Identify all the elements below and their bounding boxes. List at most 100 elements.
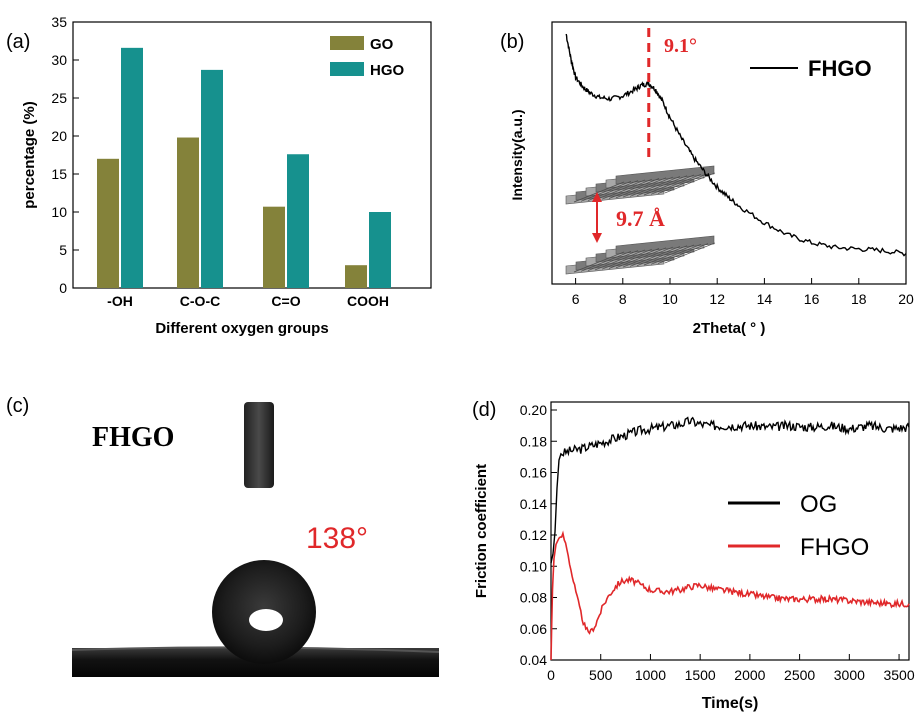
- sheet-rib: [615, 247, 667, 269]
- bar-hgo-3: [369, 212, 391, 288]
- contact-angle-label: 138°: [306, 522, 368, 555]
- x-tick-label: C=O: [271, 293, 300, 309]
- x-tick-label: 2500: [784, 667, 815, 683]
- x-tick-label: 3000: [834, 667, 865, 683]
- legend-label-og: OG: [800, 491, 837, 518]
- y-tick-label: 0.10: [520, 558, 547, 574]
- panel-b-xlabel: 2Theta( ° ): [693, 320, 766, 337]
- sheet-row: [615, 235, 715, 255]
- panel-a-xlabel: Different oxygen groups: [155, 320, 328, 337]
- sheet-rib: [636, 175, 688, 197]
- bar-go-2: [263, 206, 285, 288]
- x-tick-label: COOH: [347, 293, 389, 309]
- sheet-rib: [657, 173, 709, 194]
- x-tick-label: 18: [851, 291, 867, 307]
- sheet-rib: [601, 178, 653, 200]
- x-tick-label: 1500: [685, 667, 716, 683]
- legend-label-hgo: HGO: [370, 62, 405, 79]
- y-tick-label: 25: [51, 90, 67, 106]
- x-tick-label: -OH: [107, 293, 133, 309]
- x-tick-label: 2000: [734, 667, 765, 683]
- bar-go-1: [177, 137, 199, 288]
- sheet-rib: [608, 178, 660, 199]
- sheet-rib: [580, 250, 632, 272]
- legend-swatch-hgo: [330, 62, 364, 76]
- sheet-rib: [650, 173, 702, 195]
- series-line-fhgo-xrd: [565, 33, 907, 257]
- y-tick-label: 0.14: [520, 496, 547, 512]
- panel-a: (a) -OH C-O-C C=O COOH 0 5 10 15 20 25 30 35 percen…: [6, 14, 432, 337]
- x-tick-label: 3500: [883, 667, 914, 683]
- sheet-rib: [587, 250, 639, 271]
- legend-label-go: GO: [370, 36, 394, 53]
- y-tick-label: 0: [59, 280, 67, 296]
- syringe-needle: [244, 402, 274, 488]
- bar-go-0: [97, 158, 119, 288]
- y-tick-label: 35: [51, 14, 67, 30]
- sheet-rib: [594, 249, 646, 271]
- y-tick-label: 0.18: [520, 433, 547, 449]
- sheet-row: [615, 165, 715, 185]
- y-tick-label: 0.12: [520, 527, 547, 543]
- sheet-rib: [636, 245, 688, 267]
- panel-c: (c) FHGO 138°: [6, 395, 440, 677]
- droplet-highlight: [249, 609, 283, 631]
- x-tick-label: 8: [619, 291, 627, 307]
- panel-a-frame: [72, 21, 432, 289]
- y-tick-label: 0.16: [520, 465, 547, 481]
- y-tick-label: 20: [51, 128, 67, 144]
- panel-d-xlabel: Time(s): [702, 695, 759, 712]
- panel-d-ylabel: Friction coefficient: [473, 464, 490, 598]
- legend-label-fhgo: FHGO: [800, 534, 869, 561]
- panel-b-frame: [551, 21, 907, 285]
- bar-hgo-1: [201, 69, 223, 288]
- x-tick-label: 6: [572, 291, 580, 307]
- x-tick-label: C-O-C: [180, 293, 220, 309]
- x-tick-label: 16: [804, 291, 820, 307]
- sheet-rib: [573, 251, 625, 273]
- sheet-rib: [615, 177, 667, 199]
- y-tick-label: 15: [51, 166, 67, 182]
- panel-d: (d) 0 500 1000 1500 2000 2500 3000 3500 0.04 0.06…: [472, 399, 915, 712]
- y-tick-label: 10: [51, 204, 67, 220]
- sheet-rib: [629, 246, 681, 267]
- x-tick-label: 0: [547, 667, 555, 683]
- y-tick-label: 0.06: [520, 621, 547, 637]
- bar-go-3: [345, 265, 367, 288]
- sheet-rib: [657, 243, 709, 264]
- panel-a-ylabel: percentage (%): [21, 101, 38, 209]
- x-tick-label: 14: [757, 291, 773, 307]
- interlayer-spacing-label: 9.7 Å: [616, 206, 665, 231]
- y-tick-label: 0.20: [520, 402, 547, 418]
- sheet-rib: [608, 248, 660, 269]
- sheet-rib: [601, 248, 653, 270]
- peak-angle-label: 9.1°: [664, 35, 697, 57]
- x-tick-label: 12: [709, 291, 725, 307]
- sheet-rib: [650, 243, 702, 265]
- sheet-rib: [664, 172, 716, 194]
- x-tick-label: 20: [898, 291, 914, 307]
- sheet-rib: [643, 244, 695, 266]
- panel-c-sample-label: FHGO: [92, 422, 174, 453]
- y-tick-label: 0.08: [520, 590, 547, 606]
- panel-b-label: (b): [500, 31, 524, 53]
- legend-label-fhgo-xrd: FHGO: [808, 56, 872, 81]
- y-tick-label: 0.04: [520, 652, 547, 668]
- sheet-rib: [622, 246, 674, 268]
- y-tick-label: 5: [59, 242, 67, 258]
- sheet-rib: [643, 174, 695, 196]
- legend-swatch-go: [330, 36, 364, 50]
- sheet-rib: [629, 176, 681, 197]
- series-line-og: [550, 416, 910, 564]
- y-tick-label: 30: [51, 52, 67, 68]
- graphene-sheets-illustration: [565, 165, 716, 275]
- panel-b: (b) 6 8 10 12 14 16 18 20 9.7 Å 9.1° FHGO Inten…: [500, 21, 914, 337]
- panel-c-label: (c): [6, 395, 29, 417]
- panel-d-label: (d): [472, 399, 496, 421]
- sheet-rib: [573, 181, 625, 203]
- sheet-rib: [580, 180, 632, 202]
- x-tick-label: 1000: [635, 667, 666, 683]
- sheet-rib: [594, 179, 646, 201]
- x-tick-label: 10: [662, 291, 678, 307]
